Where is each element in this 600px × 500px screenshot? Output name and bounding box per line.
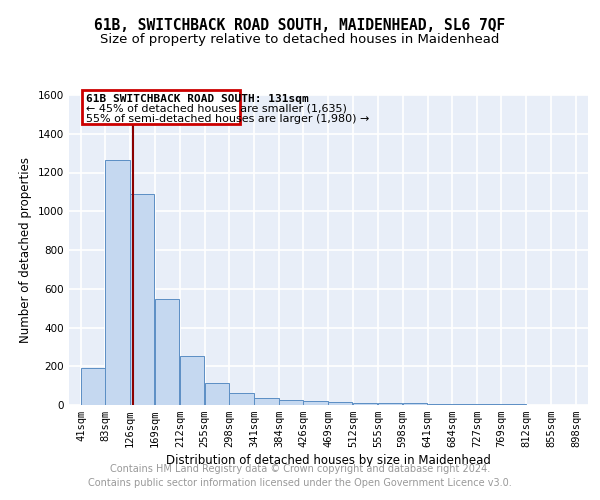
- Bar: [81, 368, 106, 405]
- FancyBboxPatch shape: [82, 90, 241, 124]
- Bar: [403, 404, 427, 405]
- Bar: [130, 194, 154, 405]
- Bar: [502, 404, 526, 405]
- Bar: [477, 404, 502, 405]
- Bar: [452, 404, 476, 405]
- Bar: [378, 403, 402, 405]
- Bar: [180, 356, 204, 405]
- Bar: [155, 300, 179, 405]
- Text: 61B SWITCHBACK ROAD SOUTH: 131sqm: 61B SWITCHBACK ROAD SOUTH: 131sqm: [86, 94, 309, 104]
- Text: Size of property relative to detached houses in Maidenhead: Size of property relative to detached ho…: [100, 32, 500, 46]
- Bar: [328, 402, 352, 405]
- Bar: [353, 402, 377, 405]
- Bar: [254, 398, 278, 405]
- X-axis label: Distribution of detached houses by size in Maidenhead: Distribution of detached houses by size …: [166, 454, 491, 468]
- Bar: [428, 404, 452, 405]
- Text: 55% of semi-detached houses are larger (1,980) →: 55% of semi-detached houses are larger (…: [86, 114, 370, 124]
- Text: Contains HM Land Registry data © Crown copyright and database right 2024.
Contai: Contains HM Land Registry data © Crown c…: [88, 464, 512, 487]
- Bar: [304, 401, 328, 405]
- Text: 61B, SWITCHBACK ROAD SOUTH, MAIDENHEAD, SL6 7QF: 61B, SWITCHBACK ROAD SOUTH, MAIDENHEAD, …: [94, 18, 506, 32]
- Bar: [229, 394, 254, 405]
- Bar: [279, 400, 304, 405]
- Text: ← 45% of detached houses are smaller (1,635): ← 45% of detached houses are smaller (1,…: [86, 104, 347, 114]
- Bar: [205, 382, 229, 405]
- Y-axis label: Number of detached properties: Number of detached properties: [19, 157, 32, 343]
- Bar: [106, 160, 130, 405]
